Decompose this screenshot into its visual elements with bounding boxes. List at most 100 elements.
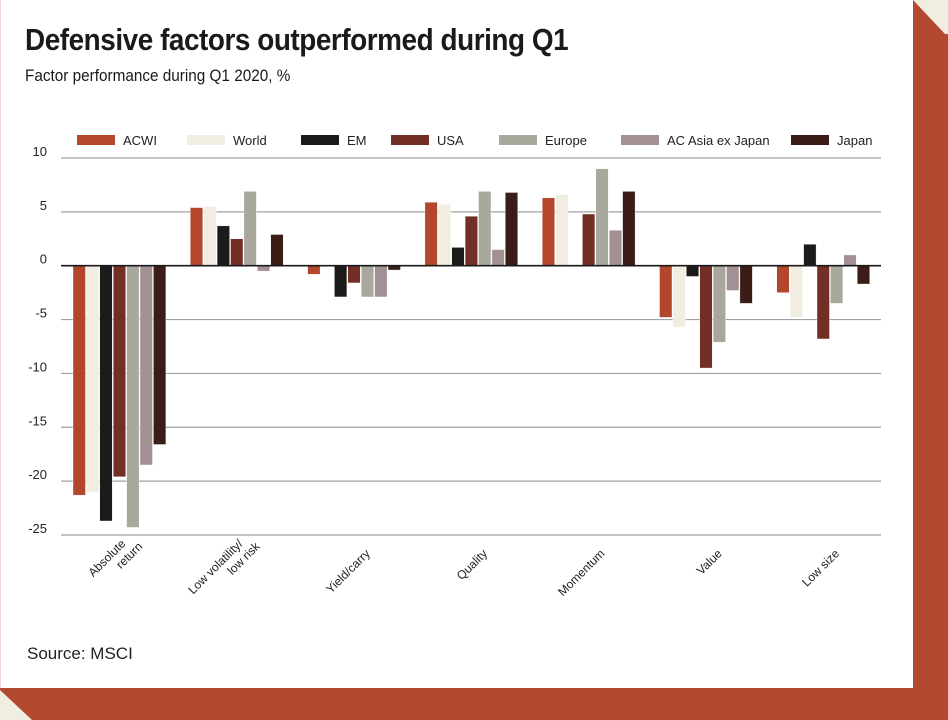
bar (139, 265, 153, 466)
bar (361, 265, 374, 298)
legend-label: World (233, 133, 267, 148)
legend-swatch (187, 135, 225, 145)
x-tick-label-line: Value (694, 546, 725, 577)
x-tick-label: Value (694, 546, 725, 577)
bar (478, 191, 492, 266)
bar (555, 194, 569, 266)
bar (203, 206, 217, 266)
bar (609, 229, 622, 266)
x-tick-label: Quality (454, 546, 490, 582)
bar (112, 265, 126, 478)
bar (347, 265, 361, 284)
x-tick-label-line: Quality (454, 546, 490, 582)
bar (153, 265, 167, 445)
bar (699, 265, 713, 369)
legend-item: World (187, 133, 267, 148)
legend-label: Europe (545, 133, 587, 148)
legend: ACWI World EM USA Europe AC Asia ex Japan Japa… (77, 133, 872, 148)
bar (712, 265, 726, 343)
y-axis: 10 5 0 -5 -10 -15 -20 -25 (28, 144, 47, 536)
bar (334, 265, 348, 298)
legend-label: EM (347, 133, 367, 148)
x-tick-label-line: Low size (799, 546, 842, 589)
legend-item: Japan (791, 133, 872, 148)
bar (803, 243, 817, 266)
legend-label: ACWI (123, 133, 157, 148)
y-tick-label: -5 (35, 306, 47, 321)
bar (86, 265, 100, 493)
y-tick-label: 5 (40, 198, 47, 213)
bar (424, 201, 438, 266)
bar (374, 265, 388, 298)
bar (438, 204, 451, 266)
bar (505, 192, 518, 266)
bar (464, 215, 478, 266)
legend-label: Japan (837, 133, 872, 148)
legend-swatch (391, 135, 429, 145)
legend-swatch (499, 135, 537, 145)
bar (491, 249, 505, 266)
legend-label: AC Asia ex Japan (667, 133, 770, 148)
bars (72, 168, 870, 528)
legend-item: USA (391, 133, 464, 148)
bar (243, 191, 257, 266)
x-tick-label-line: Yield/carry (323, 546, 373, 596)
bar (451, 247, 465, 266)
bar (686, 265, 699, 277)
legend-swatch (621, 135, 659, 145)
bar (622, 191, 636, 266)
bar (307, 265, 321, 275)
bar-chart: ACWI World EM USA Europe AC Asia ex Japan Japa… (28, 133, 881, 599)
bar (190, 207, 204, 266)
bar (216, 225, 230, 266)
legend-label: USA (437, 133, 464, 148)
x-tick-label: Momentum (555, 546, 607, 598)
y-tick-label: -15 (28, 413, 47, 428)
bar (726, 265, 740, 291)
y-tick-label: -20 (28, 467, 47, 482)
legend-swatch (791, 135, 829, 145)
legend-item: AC Asia ex Japan (621, 133, 770, 148)
x-tick-label: Low size (799, 546, 842, 589)
bar (857, 265, 870, 285)
x-tick-label: Low volatility/low risk (185, 536, 263, 597)
bar (230, 238, 244, 266)
bar (72, 265, 86, 496)
legend-item: EM (301, 133, 367, 148)
chart-subtitle: Factor performance during Q1 2020, % (25, 66, 291, 85)
bar (257, 265, 270, 272)
bar (126, 265, 140, 528)
bar (776, 265, 790, 293)
y-tick-label: 10 (33, 144, 47, 159)
bar (790, 265, 803, 318)
bar (816, 265, 830, 340)
bar (582, 213, 596, 266)
y-tick-label: -25 (28, 521, 47, 536)
bar (843, 254, 857, 266)
chart-title: Defensive factors outperformed during Q1 (25, 22, 569, 57)
legend-item: ACWI (77, 133, 157, 148)
bar (595, 168, 609, 266)
bar (99, 265, 113, 522)
bar (659, 265, 673, 318)
y-tick-label: 0 (40, 252, 47, 267)
y-tick-label: -10 (28, 359, 47, 374)
bar (830, 265, 844, 304)
bar (672, 265, 686, 328)
legend-item: Europe (499, 133, 587, 148)
legend-swatch (77, 135, 115, 145)
bar (739, 265, 753, 304)
frame-shadow-bottom (0, 688, 948, 720)
chart-panel: Defensive factors outperformed during Q1… (0, 0, 913, 688)
legend-swatch (301, 135, 339, 145)
x-tick-label-line: Momentum (555, 546, 607, 598)
x-tick-label: Yield/carry (323, 546, 373, 596)
gridlines (61, 157, 881, 536)
bar (542, 197, 555, 266)
source-note: Source: MSCI (27, 644, 133, 663)
frame-shadow-right (913, 0, 948, 720)
bar (270, 234, 284, 266)
